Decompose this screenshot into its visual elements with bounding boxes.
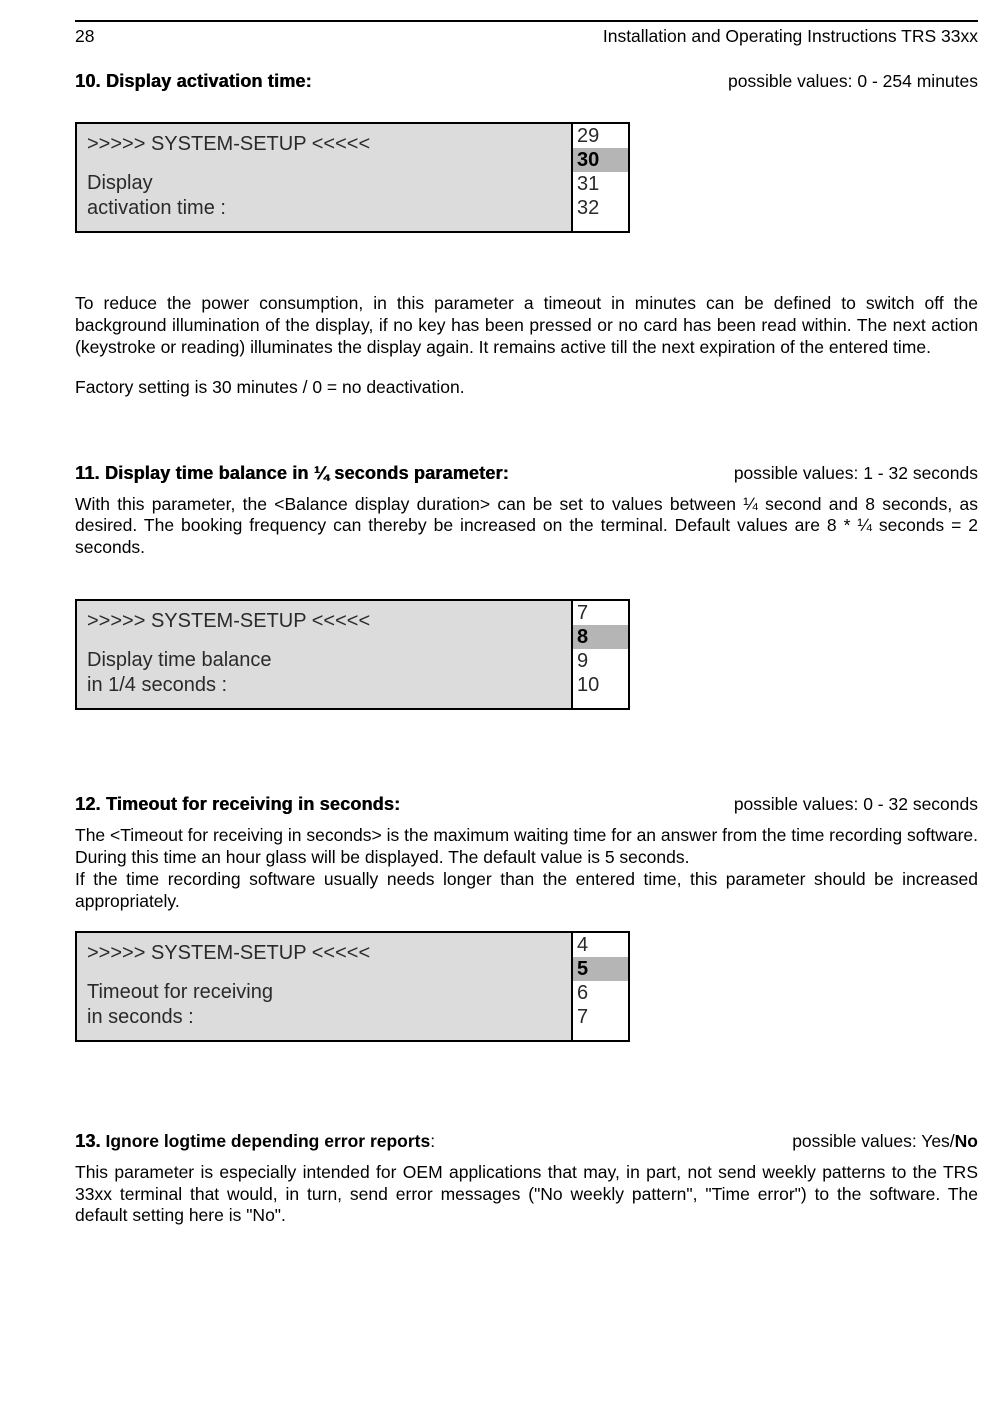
section-11-para1: With this parameter, the <Balance displa… [75,494,978,560]
section-13-prefix: 13. [75,1131,101,1151]
section-13-possible-prefix: possible values: Yes/ [792,1131,954,1151]
setup-line1-10: Display [87,171,561,196]
section-13-mid: Ignore logtime depending error reports [101,1131,431,1151]
setup-title-10: >>>>> SYSTEM-SETUP <<<<< [87,132,561,157]
section-13-header: 13. Ignore logtime depending error repor… [75,1131,978,1152]
section-11-title: 11. Display time balance in ¼ seconds pa… [75,463,509,484]
setup-left-12: >>>>> SYSTEM-SETUP <<<<< Timeout for rec… [77,933,571,1040]
option-value: 5 [573,957,628,981]
setup-line1-11: Display time balance [87,648,561,673]
doc-title: Installation and Operating Instructions … [603,26,978,47]
section-10-possible: possible values: 0 - 254 minutes [728,71,978,92]
setup-title-11: >>>>> SYSTEM-SETUP <<<<< [87,609,561,634]
setup-line2-10: activation time : [87,196,561,221]
page-header: 28 Installation and Operating Instructio… [75,26,978,47]
section-10-title: 10. Display activation time: [75,71,312,92]
setup-right-10: 29303132 [571,124,628,231]
section-12-title: 12. Timeout for receiving in seconds: [75,794,400,815]
setup-box-12: >>>>> SYSTEM-SETUP <<<<< Timeout for rec… [75,931,630,1042]
section-13-suffix: : [430,1131,435,1151]
option-value: 8 [573,625,628,649]
section-10-para2: Factory setting is 30 minutes / 0 = no d… [75,377,978,399]
option-value: 32 [573,196,628,220]
setup-right-11: 78910 [571,601,628,708]
section-13-possible: possible values: Yes/No [792,1131,978,1152]
section-13-possible-bold: No [955,1131,978,1151]
section-12-para2: If the time recording software usually n… [75,869,978,913]
option-value: 9 [573,649,628,673]
setup-line2-11: in 1/4 seconds : [87,673,561,698]
setup-title-12: >>>>> SYSTEM-SETUP <<<<< [87,941,561,966]
setup-left-10: >>>>> SYSTEM-SETUP <<<<< Display activat… [77,124,571,231]
section-11-possible: possible values: 1 - 32 seconds [734,463,978,484]
option-value: 31 [573,172,628,196]
section-10-header: 10. Display activation time: possible va… [75,71,978,92]
section-13-para1: This parameter is especially intended fo… [75,1162,978,1228]
section-10-para1: To reduce the power consumption, in this… [75,293,978,359]
setup-line2-12: in seconds : [87,1005,561,1030]
setup-right-12: 4567 [571,933,628,1040]
section-12-header: 12. Timeout for receiving in seconds: po… [75,794,978,815]
option-value: 6 [573,981,628,1005]
section-11-header: 11. Display time balance in ¼ seconds pa… [75,463,978,484]
option-value: 10 [573,673,628,697]
section-12-para1: The <Timeout for receiving in seconds> i… [75,825,978,869]
option-value: 30 [573,148,628,172]
setup-box-11: >>>>> SYSTEM-SETUP <<<<< Display time ba… [75,599,630,710]
setup-left-11: >>>>> SYSTEM-SETUP <<<<< Display time ba… [77,601,571,708]
option-value: 4 [573,933,628,957]
section-12-possible: possible values: 0 - 32 seconds [734,794,978,815]
option-value: 7 [573,1005,628,1029]
setup-line1-12: Timeout for receiving [87,980,561,1005]
setup-box-10: >>>>> SYSTEM-SETUP <<<<< Display activat… [75,122,630,233]
option-value: 29 [573,124,628,148]
page-number: 28 [75,26,94,47]
section-13-title: 13. Ignore logtime depending error repor… [75,1131,435,1152]
option-value: 7 [573,601,628,625]
